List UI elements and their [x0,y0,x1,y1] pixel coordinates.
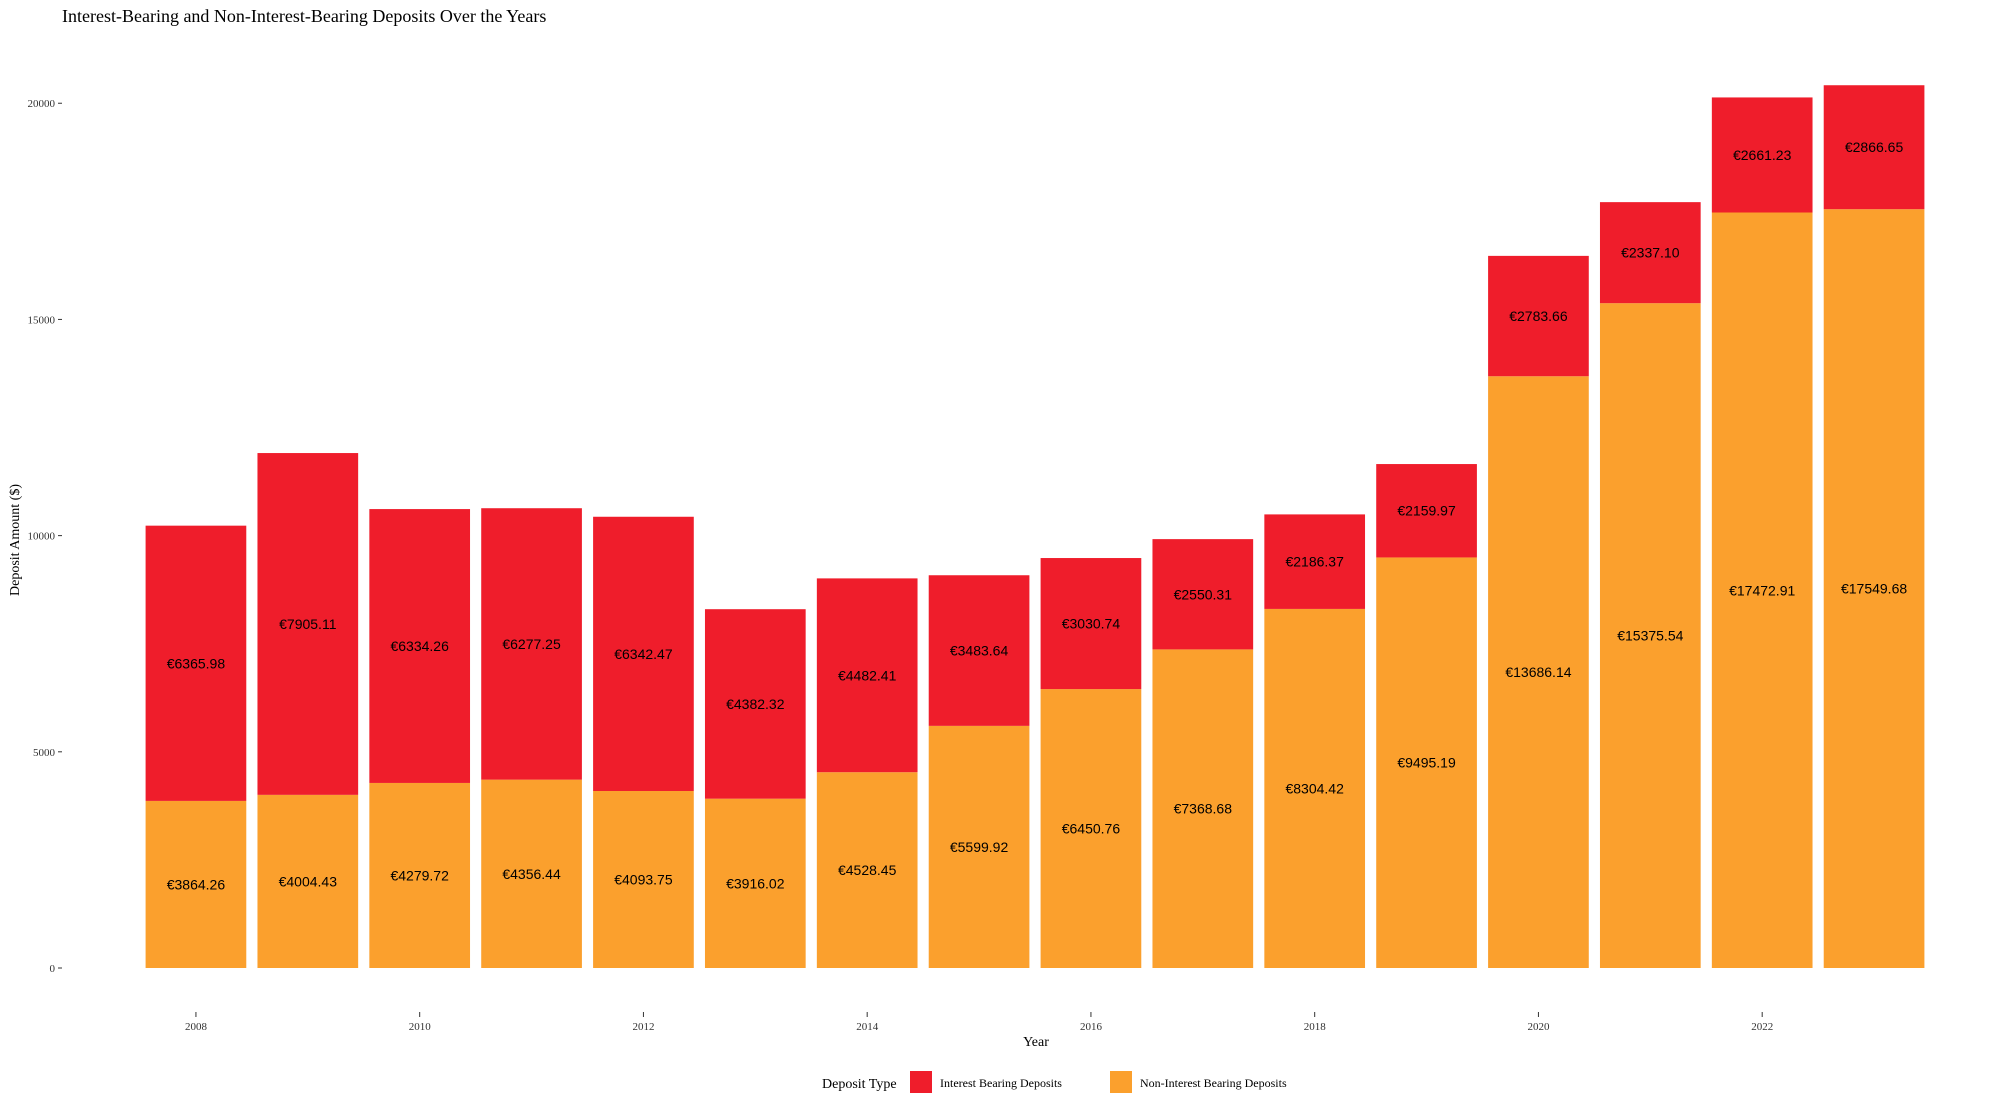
data-label-interest-2008: €6365.98 [167,655,226,671]
x-tick-label-2016: 2016 [1080,1021,1103,1033]
bar-non-interest-2021 [1599,303,1701,969]
y-axis-label: Deposit Amount ($) [8,484,23,596]
x-tick-label-2018: 2018 [1304,1021,1327,1033]
bar-non-interest-2019 [1376,557,1477,968]
data-label-non-interest-2018: €8304.42 [1285,780,1344,796]
x-tick-label-2020: 2020 [1527,1021,1550,1033]
data-label-interest-2021: €2337.10 [1621,245,1680,261]
bar-non-interest-2020 [1488,376,1589,968]
data-label-interest-2017: €2550.31 [1174,586,1233,602]
data-label-non-interest-2020: €13686.14 [1505,664,1571,680]
bar-interest-2015 [928,575,1030,726]
bar-non-interest-2009 [257,794,359,968]
data-label-interest-2019: €2159.97 [1397,503,1456,519]
bar-non-interest-2014 [816,772,918,968]
bar-interest-2019 [1376,464,1477,558]
data-label-non-interest-2011: €4356.44 [502,866,561,882]
y-tick-label-20000: 20000 [28,98,56,110]
x-tick-label-2022: 2022 [1751,1021,1773,1033]
bar-non-interest-2015 [928,725,1030,968]
bar-non-interest-2012 [593,790,694,968]
legend: Deposit Type Interest Bearing Deposits No… [822,1071,1287,1093]
legend-label-non-interest-bearing-deposits: Non-Interest Bearing Deposits [1140,1076,1287,1090]
bar-interest-2022 [1711,97,1813,213]
data-label-non-interest-2019: €9495.19 [1397,755,1456,771]
data-label-interest-2016: €3030.74 [1062,616,1121,632]
data-label-interest-2012: €6342.47 [614,646,673,662]
data-label-interest-2020: €2783.66 [1509,308,1568,324]
legend-swatch-interest-bearing-deposits [910,1071,932,1093]
bar-non-interest-2022 [1711,212,1813,969]
data-label-non-interest-2015: €5599.92 [950,839,1009,855]
legend-swatch-non-interest-bearing-deposits [1110,1071,1132,1093]
legend-label-interest-bearing-deposits: Interest Bearing Deposits [940,1076,1062,1090]
data-label-non-interest-2017: €7368.68 [1174,801,1233,817]
bar-interest-2011 [481,508,582,780]
data-label-non-interest-2023: €17549.68 [1841,581,1907,597]
x-axis-label: Year [1023,1035,1049,1050]
data-label-non-interest-2013: €3916.02 [726,875,785,891]
y-tick-label-15000: 15000 [28,314,56,326]
data-label-interest-2015: €3483.64 [950,643,1009,659]
y-tick-label-5000: 5000 [33,747,56,759]
data-label-interest-2011: €6277.25 [502,636,561,652]
data-label-interest-2010: €6334.26 [390,638,449,654]
data-label-interest-2013: €4382.32 [726,696,785,712]
bar-interest-2017 [1152,539,1254,650]
data-label-non-interest-2014: €4528.45 [838,862,897,878]
data-label-non-interest-2022: €17472.91 [1729,582,1795,598]
bar-interest-2009 [257,453,359,795]
bar-non-interest-2016 [1040,689,1142,968]
data-label-non-interest-2010: €4279.72 [390,867,449,883]
data-label-non-interest-2012: €4093.75 [614,871,673,887]
bar-interest-2012 [593,516,694,791]
bar-non-interest-2023 [1823,209,1925,968]
plot-area: €3864.26 €6365.98 €4004.43 €7905.11 €4279.72… [145,85,1925,969]
data-label-interest-2023: €2866.65 [1845,139,1904,155]
chart-title: Interest-Bearing and Non-Interest-Bearin… [62,6,546,26]
data-label-non-interest-2008: €3864.26 [167,876,226,892]
data-label-interest-2018: €2186.37 [1285,554,1344,570]
x-tick-label-2012: 2012 [632,1021,654,1033]
bar-non-interest-2010 [369,782,471,968]
data-label-non-interest-2009: €4004.43 [279,873,338,889]
x-tick-label-2008: 2008 [185,1021,208,1033]
bar-interest-2010 [369,509,471,783]
bar-interest-2021 [1599,202,1701,304]
x-axis: 2008 2010 2012 2014 2016 2018 2020 2022 [185,1012,1773,1033]
data-label-interest-2022: €2661.23 [1733,147,1792,163]
bar-interest-2016 [1040,558,1142,690]
bar-non-interest-2008 [145,800,247,968]
y-axis: 0 5000 10000 15000 20000 [28,98,62,975]
bar-non-interest-2013 [704,798,806,968]
bar-non-interest-2011 [481,779,582,968]
bar-interest-2008 [145,525,247,801]
x-tick-label-2010: 2010 [409,1021,432,1033]
data-label-non-interest-2016: €6450.76 [1062,821,1121,837]
bar-interest-2014 [816,578,918,773]
data-label-interest-2014: €4482.41 [838,667,897,683]
y-tick-label-10000: 10000 [28,531,56,543]
y-tick-label-0: 0 [50,963,56,975]
data-label-interest-2009: €7905.11 [279,616,337,632]
bar-non-interest-2018 [1264,608,1366,968]
bar-non-interest-2017 [1152,649,1254,968]
data-label-non-interest-2021: €15375.54 [1617,628,1683,644]
x-tick-label-2014: 2014 [856,1021,879,1033]
bar-interest-2013 [704,609,806,799]
bar-interest-2023 [1823,85,1925,210]
legend-title: Deposit Type [822,1077,897,1092]
bar-interest-2020 [1488,255,1589,377]
bar-interest-2018 [1264,514,1366,609]
